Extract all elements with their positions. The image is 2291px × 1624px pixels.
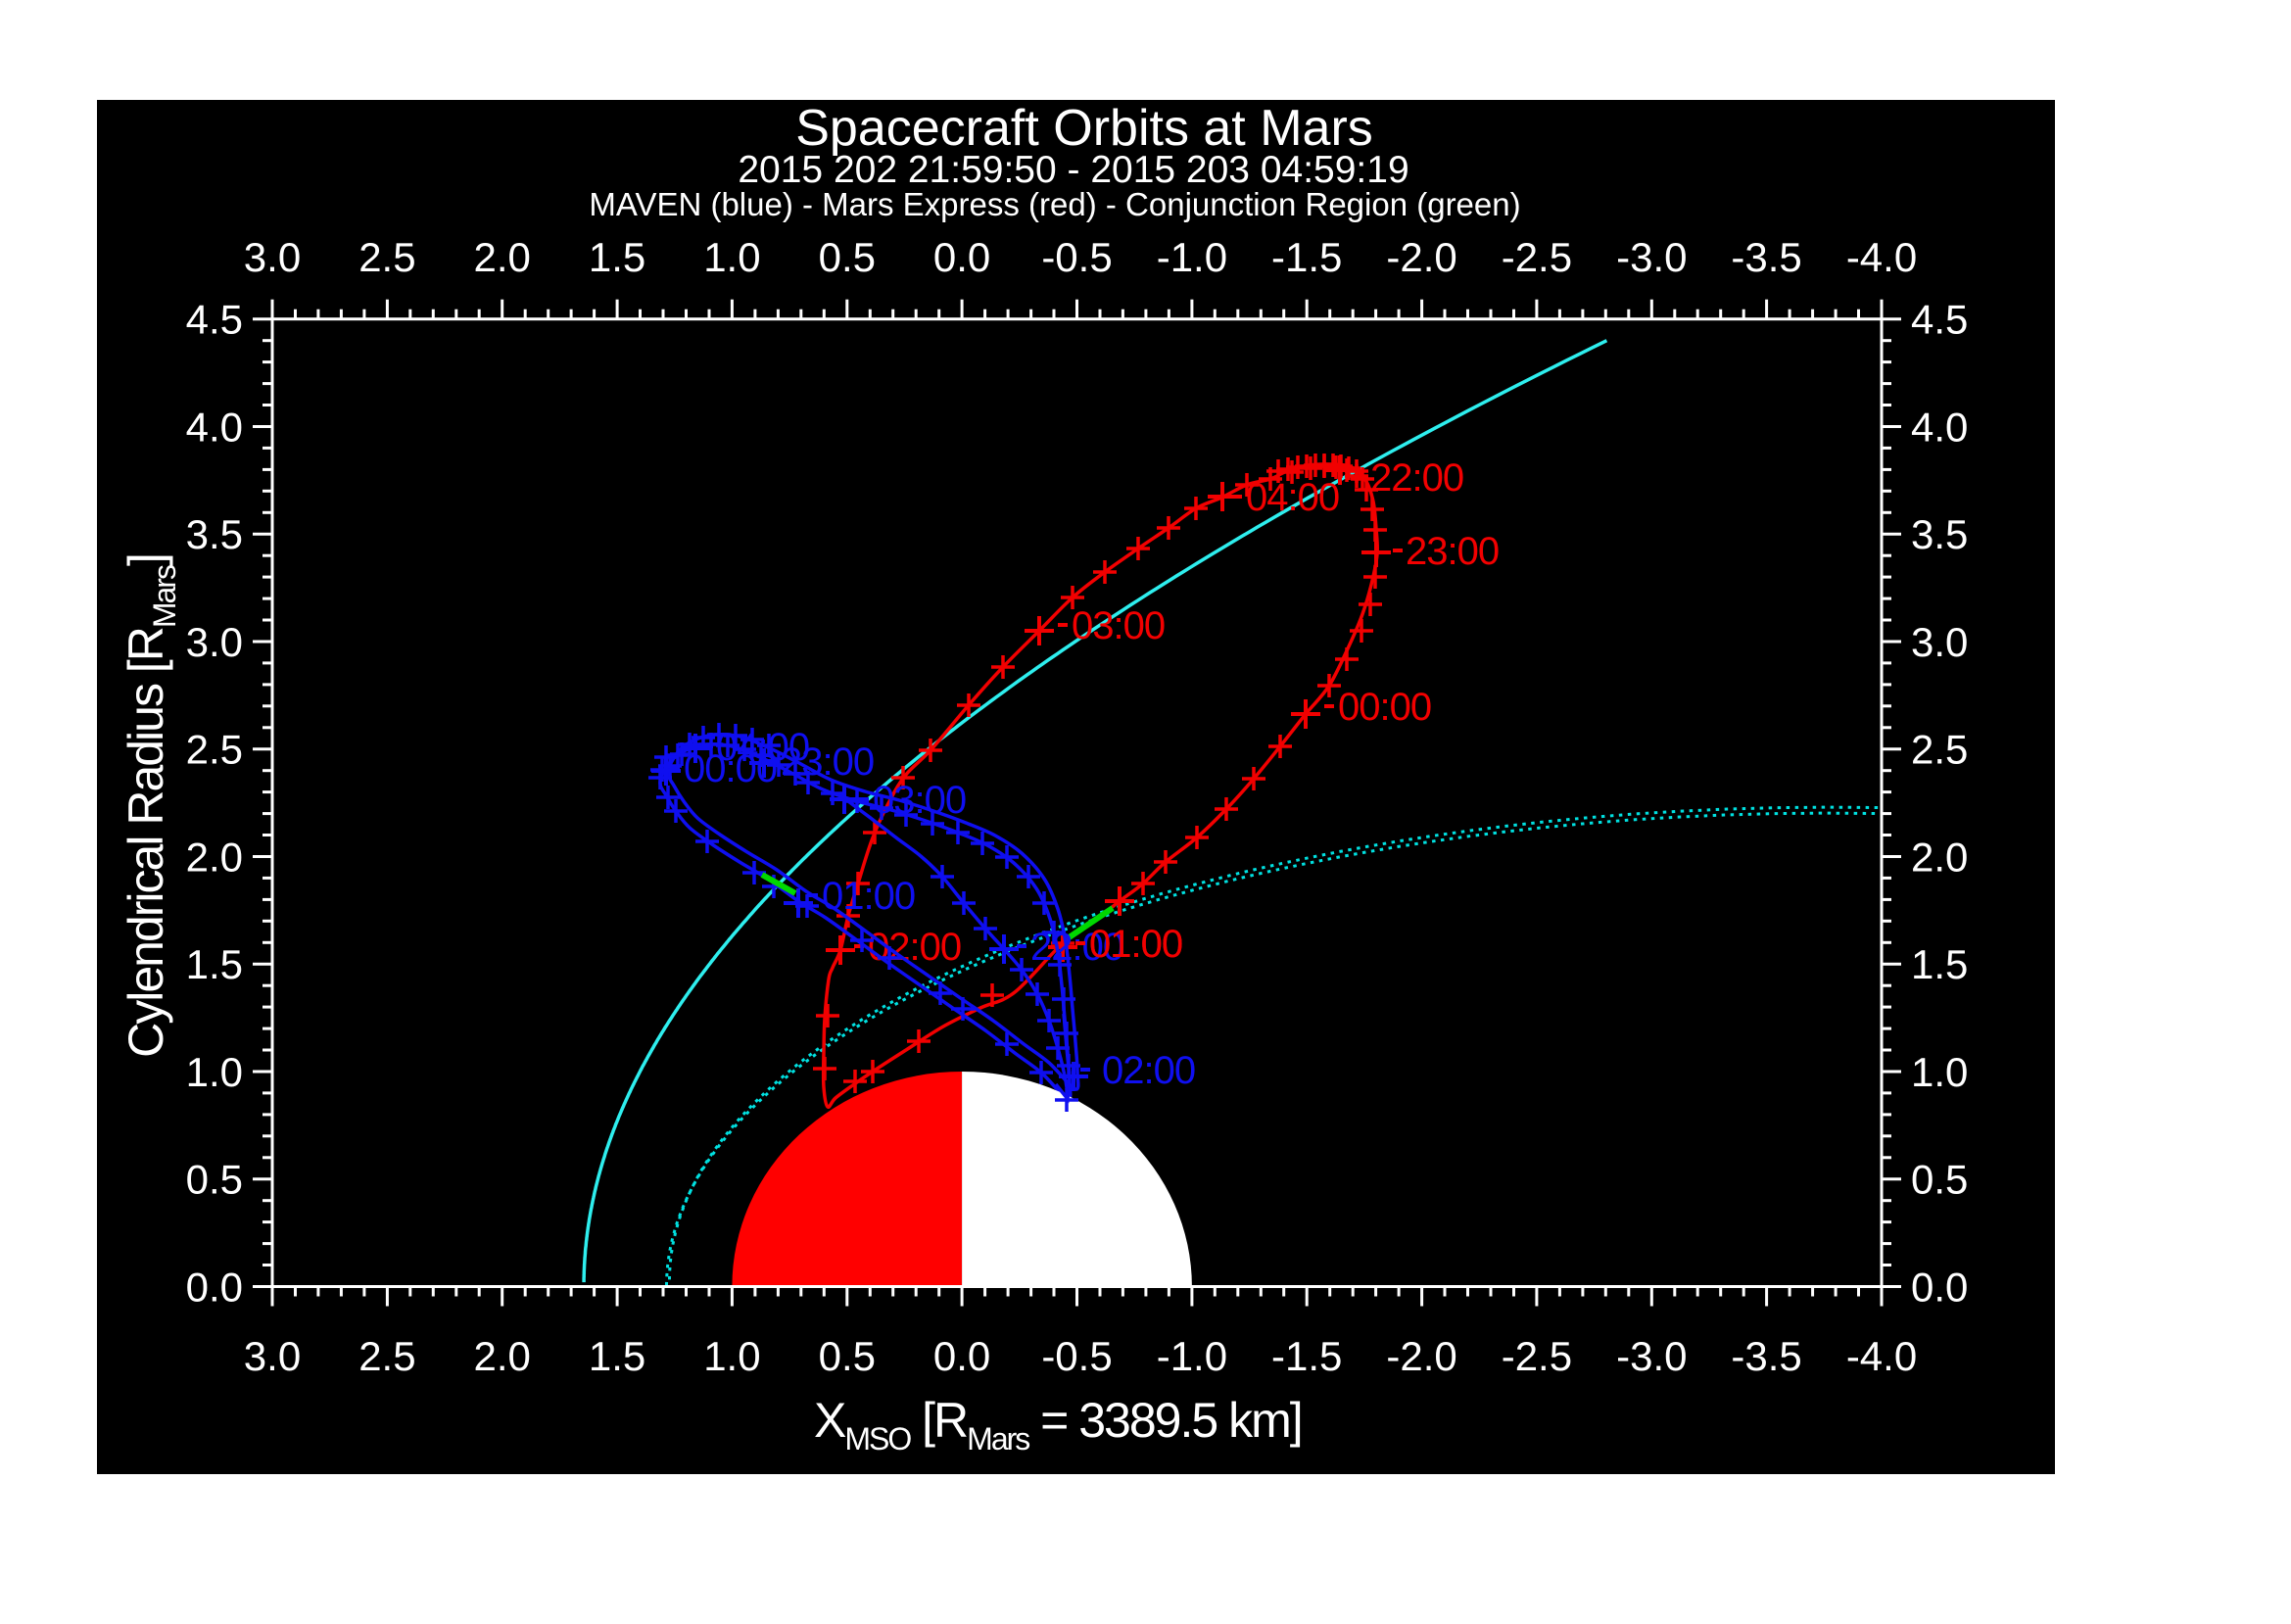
svg-text:2.0: 2.0 (474, 1333, 531, 1379)
svg-text:01:00: 01:00 (822, 875, 915, 918)
svg-text:4.5: 4.5 (186, 297, 243, 343)
svg-text:00:00: 00:00 (684, 747, 777, 790)
svg-text:4.0: 4.0 (186, 405, 243, 451)
svg-text:2015 202 21:59:50 - 2015 203 0: 2015 202 21:59:50 - 2015 203 04:59:19 (738, 149, 1408, 191)
svg-text:1.5: 1.5 (589, 234, 645, 280)
svg-text:2.5: 2.5 (1911, 727, 1968, 773)
svg-text:23:00: 23:00 (781, 740, 874, 784)
svg-text:-0.5: -0.5 (1041, 234, 1112, 280)
svg-text:1.5: 1.5 (186, 941, 243, 987)
svg-text:23:00: 23:00 (1406, 530, 1499, 573)
svg-text:22:00: 22:00 (1030, 926, 1123, 969)
svg-text:2.5: 2.5 (186, 727, 243, 773)
svg-text:-1.5: -1.5 (1271, 1333, 1342, 1379)
svg-text:0.0: 0.0 (933, 234, 990, 280)
svg-text:0.0: 0.0 (933, 1333, 990, 1379)
svg-text:-4.0: -4.0 (1846, 234, 1917, 280)
svg-text:1.0: 1.0 (703, 234, 760, 280)
svg-text:1.0: 1.0 (703, 1333, 760, 1379)
svg-text:0.5: 0.5 (186, 1157, 243, 1203)
svg-text:2.0: 2.0 (474, 234, 531, 280)
svg-text:4.5: 4.5 (1911, 297, 1968, 343)
svg-text:-3.0: -3.0 (1616, 1333, 1687, 1379)
svg-text:03:00: 03:00 (1072, 604, 1165, 647)
svg-text:-1.5: -1.5 (1271, 234, 1342, 280)
svg-text:0.5: 0.5 (819, 234, 876, 280)
svg-text:0.5: 0.5 (819, 1333, 876, 1379)
svg-text:-3.0: -3.0 (1616, 234, 1687, 280)
svg-text:-2.0: -2.0 (1386, 234, 1456, 280)
svg-text:-4.0: -4.0 (1846, 1333, 1917, 1379)
svg-text:3.0: 3.0 (244, 234, 301, 280)
svg-text:01:00: 01:00 (1089, 923, 1182, 966)
svg-text:2.5: 2.5 (358, 1333, 415, 1379)
svg-text:1.0: 1.0 (186, 1049, 243, 1095)
svg-text:-2.5: -2.5 (1502, 1333, 1572, 1379)
svg-text:02:00: 02:00 (868, 926, 961, 969)
svg-text:0.5: 0.5 (1911, 1157, 1968, 1203)
svg-text:2.0: 2.0 (186, 835, 243, 881)
svg-text:-2.0: -2.0 (1386, 1333, 1456, 1379)
svg-text:1.0: 1.0 (1911, 1049, 1968, 1095)
svg-text:0.0: 0.0 (1911, 1265, 1968, 1311)
svg-text:Cylendrical Radius [RMars]: Cylendrical Radius [RMars] (119, 554, 182, 1058)
svg-text:03:00: 03:00 (873, 779, 966, 822)
svg-text:4.0: 4.0 (1911, 405, 1968, 451)
svg-text:3.0: 3.0 (186, 619, 243, 665)
svg-text:1.5: 1.5 (1911, 941, 1968, 987)
svg-text:-1.0: -1.0 (1157, 1333, 1227, 1379)
svg-text:2.0: 2.0 (1911, 835, 1968, 881)
svg-text:Spacecraft Orbits at Mars: Spacecraft Orbits at Mars (795, 100, 1373, 157)
svg-text:22:00: 22:00 (1370, 456, 1463, 500)
svg-text:3.0: 3.0 (1911, 619, 1968, 665)
svg-text:02:00: 02:00 (1102, 1049, 1195, 1092)
svg-text:-3.5: -3.5 (1731, 1333, 1801, 1379)
svg-text:2.5: 2.5 (358, 234, 415, 280)
svg-text:04:00: 04:00 (716, 726, 809, 769)
svg-text:3.5: 3.5 (186, 511, 243, 557)
svg-text:0.0: 0.0 (186, 1265, 243, 1311)
svg-text:-2.5: -2.5 (1502, 234, 1572, 280)
svg-text:-0.5: -0.5 (1041, 1333, 1112, 1379)
svg-text:04:00: 04:00 (1246, 476, 1339, 519)
svg-text:00:00: 00:00 (1338, 686, 1431, 729)
svg-text:XMSO [RMars = 3389.5 km]: XMSO [RMars = 3389.5 km] (814, 1393, 1302, 1457)
svg-text:MAVEN (blue) - Mars Express (r: MAVEN (blue) - Mars Express (red) - Conj… (589, 186, 1520, 222)
svg-text:01:00: 01:00 (1089, 923, 1182, 966)
svg-text:3.5: 3.5 (1911, 511, 1968, 557)
svg-text:1.5: 1.5 (589, 1333, 645, 1379)
svg-text:-1.0: -1.0 (1157, 234, 1227, 280)
svg-text:3.0: 3.0 (244, 1333, 301, 1379)
svg-text:-3.5: -3.5 (1731, 234, 1801, 280)
